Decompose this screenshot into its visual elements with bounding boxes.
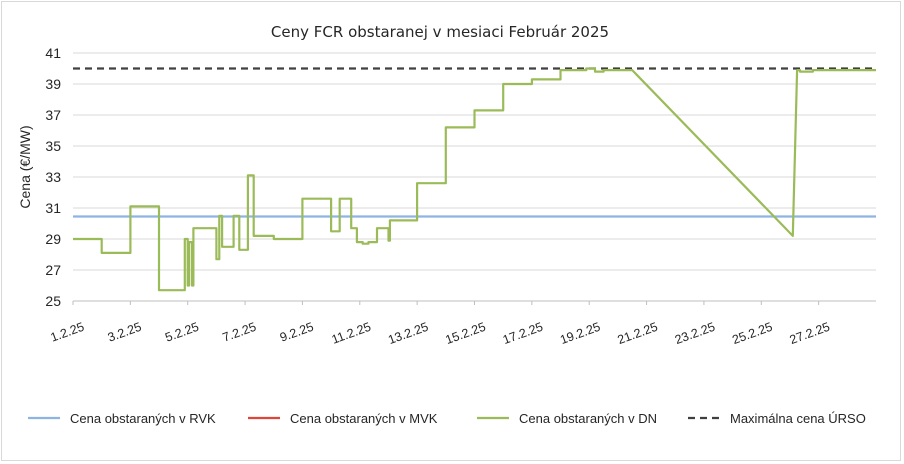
x-tick-label: 19.2.25 bbox=[558, 320, 602, 347]
x-tick-label: 21.2.25 bbox=[616, 320, 660, 347]
x-tick-label: 7.2.25 bbox=[221, 320, 258, 345]
x-tick-label: 1.2.25 bbox=[49, 320, 86, 345]
y-tick-label: 29 bbox=[45, 231, 61, 247]
x-tick-label: 13.2.25 bbox=[386, 320, 430, 347]
series-lines bbox=[73, 67, 876, 292]
x-tick-label: 25.2.25 bbox=[730, 320, 774, 347]
x-tick-label: 17.2.25 bbox=[501, 320, 545, 347]
legend-label: Maximálna cena ÚRSO bbox=[730, 411, 866, 426]
y-tick-label: 27 bbox=[45, 262, 61, 278]
y-tick-label: 39 bbox=[45, 76, 61, 92]
y-tick-label: 41 bbox=[45, 45, 61, 61]
x-tick-label: 5.2.25 bbox=[163, 320, 200, 345]
y-tick-label: 35 bbox=[45, 138, 61, 154]
y-tick-label: 31 bbox=[45, 200, 61, 216]
x-tick-label: 9.2.25 bbox=[278, 320, 315, 345]
chart-title: Ceny FCR obstaranej v mesiaci Február 20… bbox=[271, 23, 609, 41]
x-tick-label: 15.2.25 bbox=[444, 320, 488, 347]
x-tick-label: 11.2.25 bbox=[330, 320, 373, 347]
gridlines bbox=[72, 52, 876, 305]
legend-label: Cena obstaraných v MVK bbox=[290, 411, 438, 426]
x-tick-label: 3.2.25 bbox=[106, 320, 143, 345]
x-tick-label: 27.2.25 bbox=[788, 320, 832, 347]
x-tick-labels: 1.2.25 3.2.25 5.2.25 7.2.25 9.2.25 11.2.25 13.… bbox=[49, 320, 832, 347]
y-tick-label: 25 bbox=[45, 293, 61, 309]
legend-label: Cena obstaraných v RVK bbox=[70, 411, 216, 426]
series-line-2 bbox=[73, 67, 876, 292]
y-tick-label: 37 bbox=[45, 107, 61, 123]
y-axis-label: Cena (€/MW) bbox=[17, 125, 33, 208]
legend-label: Cena obstaraných v DN bbox=[519, 411, 657, 426]
legend: Cena obstaraných v RVK Cena obstaraných v… bbox=[28, 411, 866, 426]
x-tick-label: 23.2.25 bbox=[673, 320, 717, 347]
y-tick-labels: 25 27 29 31 33 35 37 39 41 bbox=[45, 45, 61, 309]
y-tick-label: 33 bbox=[45, 169, 61, 185]
